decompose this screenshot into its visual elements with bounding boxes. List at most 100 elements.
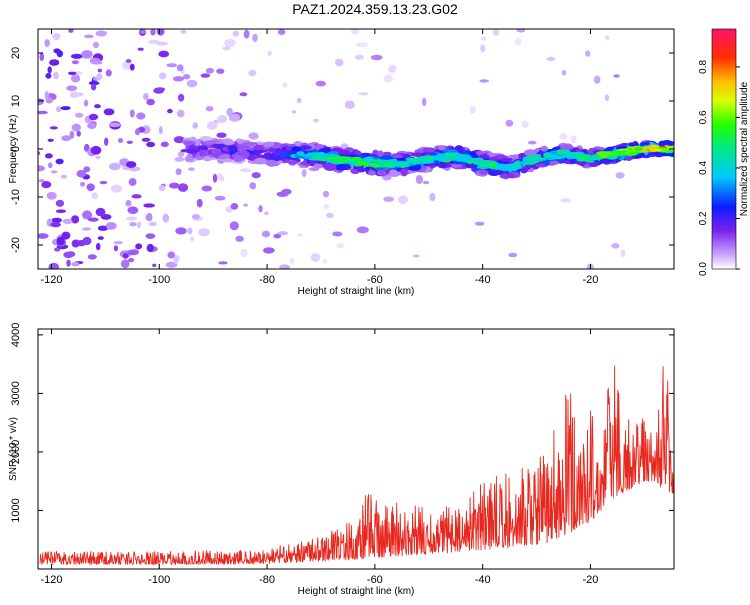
signal-blob bbox=[263, 141, 275, 147]
ridge-core-blob bbox=[529, 157, 540, 161]
ridge-core-blob bbox=[460, 154, 472, 160]
ridge-core-blob bbox=[410, 161, 421, 165]
ridge-core-blob bbox=[393, 161, 408, 165]
noise-blob bbox=[239, 92, 248, 97]
ridge-core-blob bbox=[473, 160, 489, 166]
spectrogram-xtick-label: -120 bbox=[40, 274, 62, 286]
snr-axes: -120 -100 -80 -60 -40 -20 1000 2000 3000 4000 Heig… bbox=[8, 323, 675, 597]
signal-blob bbox=[479, 170, 489, 175]
noise-blob bbox=[158, 126, 163, 135]
figure-title: PAZ1.2024.359.13.23.G02 bbox=[292, 1, 458, 17]
noise-blob bbox=[559, 132, 568, 140]
noise-blob bbox=[68, 29, 74, 33]
noise-blob bbox=[95, 207, 106, 217]
noise-blob bbox=[175, 227, 187, 235]
noise-blob bbox=[53, 71, 59, 80]
noise-blob bbox=[108, 122, 121, 128]
noise-blob bbox=[325, 212, 334, 218]
noise-blob bbox=[248, 132, 259, 140]
noise-blob bbox=[217, 115, 228, 123]
signal-blob bbox=[540, 145, 548, 152]
signal-blob bbox=[222, 140, 235, 146]
noise-blob bbox=[187, 227, 193, 235]
noise-blob bbox=[99, 180, 108, 185]
noise-blob bbox=[190, 236, 195, 242]
noise-blob bbox=[167, 108, 173, 114]
noise-blob bbox=[110, 184, 123, 193]
noise-blob bbox=[146, 212, 153, 222]
noise-blob bbox=[46, 191, 57, 200]
noise-blob bbox=[480, 44, 486, 53]
ridge-core-blob bbox=[544, 152, 552, 157]
noise-blob bbox=[80, 181, 86, 187]
noise-blob bbox=[67, 71, 77, 76]
noise-blob bbox=[174, 156, 185, 162]
signal-blob bbox=[643, 141, 650, 146]
noise-blob bbox=[146, 141, 156, 148]
noise-blob bbox=[310, 253, 321, 262]
noise-blob bbox=[71, 215, 80, 224]
noise-blob bbox=[177, 109, 185, 118]
signal-blob bbox=[253, 144, 265, 151]
noise-blob bbox=[97, 225, 109, 231]
ridge-core-blob bbox=[495, 165, 504, 168]
noise-blob bbox=[128, 258, 135, 263]
signal-blob bbox=[549, 160, 560, 165]
signal-blob bbox=[506, 173, 515, 179]
noise-blob bbox=[180, 29, 187, 34]
ridge-core-blob bbox=[354, 161, 370, 166]
ridge-core-blob bbox=[424, 156, 433, 161]
noise-blob bbox=[296, 97, 302, 103]
signal-blob bbox=[559, 144, 574, 151]
noise-blob bbox=[129, 109, 135, 118]
noise-blob bbox=[480, 36, 487, 41]
noise-blob bbox=[232, 30, 240, 37]
noise-blob bbox=[150, 29, 156, 36]
signal-blob bbox=[377, 150, 384, 157]
spectrogram-xtick-label: -60 bbox=[367, 274, 383, 286]
noise-blob bbox=[61, 231, 71, 240]
noise-blob bbox=[82, 236, 92, 246]
noise-blob bbox=[279, 264, 291, 269]
noise-blob bbox=[354, 54, 364, 60]
ridge-core-blob bbox=[312, 156, 322, 160]
spectrogram-xtick-label: -20 bbox=[583, 274, 599, 286]
signal-blob bbox=[535, 163, 548, 168]
signal-blob bbox=[204, 140, 215, 145]
ridge-core-blob bbox=[489, 164, 499, 168]
noise-blob bbox=[350, 29, 360, 35]
noise-blob bbox=[229, 221, 239, 231]
noise-blob bbox=[95, 155, 101, 160]
signal-blob bbox=[210, 148, 222, 155]
signal-blob bbox=[186, 153, 193, 161]
noise-blob bbox=[127, 206, 139, 214]
noise-blob bbox=[49, 59, 60, 66]
noise-blob bbox=[156, 29, 165, 36]
signal-blob bbox=[291, 146, 302, 152]
noise-blob bbox=[38, 179, 45, 183]
noise-blob bbox=[113, 241, 123, 245]
noise-blob bbox=[527, 140, 537, 145]
noise-blob bbox=[282, 82, 288, 88]
noise-blob bbox=[140, 29, 146, 35]
snr-frame bbox=[37, 328, 675, 570]
noise-blob bbox=[261, 230, 271, 238]
noise-blob bbox=[88, 81, 100, 86]
noise-blob bbox=[291, 110, 297, 114]
noise-blob bbox=[66, 259, 71, 267]
signal-blob bbox=[478, 154, 490, 159]
noise-blob bbox=[336, 242, 345, 249]
signal-blob bbox=[488, 156, 498, 162]
noise-blob bbox=[160, 141, 169, 148]
noise-blob bbox=[169, 182, 180, 189]
noise-blob bbox=[264, 211, 269, 216]
noise-blob bbox=[313, 118, 320, 123]
noise-blob bbox=[166, 63, 178, 68]
snr-xtick-label: -40 bbox=[475, 574, 491, 586]
snr-ytick-label: 1000 bbox=[10, 498, 22, 522]
noise-blob bbox=[125, 59, 132, 63]
ridge-core-blob bbox=[654, 148, 663, 152]
noise-blob bbox=[505, 119, 514, 127]
noise-blob bbox=[38, 110, 48, 115]
noise-blob bbox=[41, 181, 52, 189]
